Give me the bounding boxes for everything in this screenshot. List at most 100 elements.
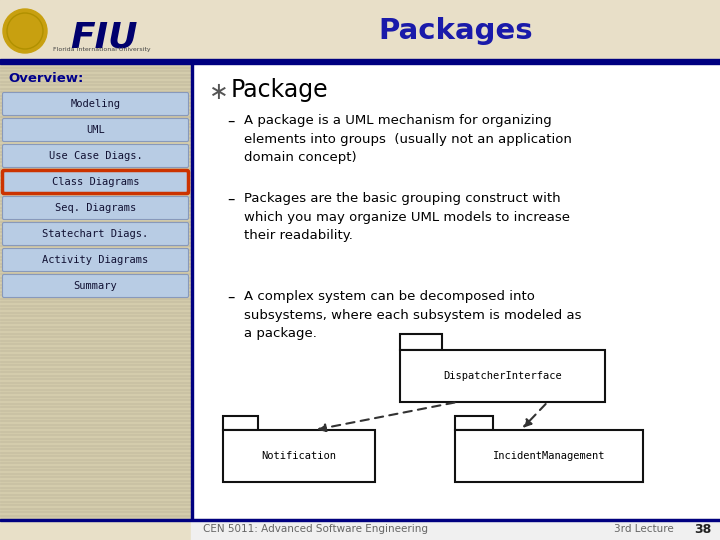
Bar — [0, 490, 191, 491]
Bar — [0, 294, 191, 295]
Bar — [0, 315, 191, 316]
Bar — [0, 472, 191, 474]
Bar — [0, 182, 191, 183]
Bar — [0, 423, 191, 424]
Bar — [0, 347, 191, 348]
FancyBboxPatch shape — [2, 92, 189, 116]
Bar — [0, 213, 191, 215]
Bar — [0, 504, 191, 505]
Circle shape — [3, 9, 47, 53]
Bar — [0, 0, 191, 1]
Bar — [0, 287, 191, 288]
Bar — [0, 480, 191, 481]
Bar — [223, 430, 375, 482]
Bar — [0, 361, 191, 362]
Text: IncidentManagement: IncidentManagement — [492, 451, 606, 461]
Bar — [0, 227, 191, 229]
Bar — [0, 91, 191, 92]
Bar — [0, 326, 191, 327]
Bar — [0, 430, 191, 431]
Text: CEN 5011: Advanced Software Engineering: CEN 5011: Advanced Software Engineering — [203, 524, 428, 535]
Bar — [0, 196, 191, 197]
Bar — [0, 381, 191, 383]
Bar — [0, 35, 191, 36]
Bar — [0, 7, 191, 8]
Bar — [0, 444, 191, 445]
Bar — [455, 430, 643, 482]
Bar — [0, 336, 191, 337]
Bar — [0, 501, 191, 502]
Bar — [0, 168, 191, 169]
Polygon shape — [223, 416, 258, 430]
Bar — [0, 147, 191, 148]
FancyBboxPatch shape — [2, 274, 189, 298]
Bar — [400, 350, 605, 402]
Bar — [0, 203, 191, 204]
Bar — [0, 179, 191, 180]
Bar — [0, 217, 191, 218]
Bar — [0, 38, 191, 40]
Bar — [0, 388, 191, 390]
Bar — [0, 109, 191, 110]
Bar — [0, 406, 191, 407]
Bar — [0, 399, 191, 400]
Bar — [0, 49, 191, 50]
Bar — [0, 112, 191, 113]
FancyBboxPatch shape — [2, 248, 189, 272]
Bar — [0, 0, 191, 540]
Bar — [0, 437, 191, 438]
Bar — [0, 105, 191, 106]
Bar — [0, 123, 191, 124]
Text: A package is a UML mechanism for organizing
elements into groups  (usually not a: A package is a UML mechanism for organiz… — [244, 114, 572, 164]
Bar — [0, 165, 191, 166]
Bar — [0, 522, 191, 523]
Bar — [0, 312, 191, 313]
FancyBboxPatch shape — [2, 197, 189, 219]
Bar — [0, 497, 191, 498]
Bar — [0, 469, 191, 470]
Bar — [0, 441, 191, 442]
Bar — [0, 465, 191, 467]
Bar — [0, 322, 191, 323]
Text: Package: Package — [231, 78, 328, 102]
FancyBboxPatch shape — [2, 222, 189, 246]
Bar — [0, 462, 191, 463]
Bar — [0, 413, 191, 414]
Text: Seq. Diagrams: Seq. Diagrams — [55, 203, 136, 213]
Bar — [0, 52, 191, 53]
Bar — [0, 231, 191, 232]
Bar — [0, 357, 191, 358]
Text: Notification: Notification — [261, 451, 336, 461]
Bar — [0, 529, 191, 530]
Bar — [0, 158, 191, 159]
Bar — [0, 24, 191, 26]
Bar — [0, 21, 191, 22]
Bar — [0, 154, 191, 155]
Text: Packages are the basic grouping construct with
which you may organize UML models: Packages are the basic grouping construc… — [244, 192, 570, 242]
Bar — [0, 248, 191, 249]
Bar — [0, 59, 191, 60]
Text: 3rd Lecture: 3rd Lecture — [614, 524, 674, 535]
Bar — [0, 87, 191, 89]
Bar — [0, 511, 191, 512]
Text: A complex system can be decomposed into
subsystems, where each subsystem is mode: A complex system can be decomposed into … — [244, 290, 582, 340]
Text: –: – — [227, 192, 235, 207]
Bar — [0, 364, 191, 365]
Bar — [0, 284, 191, 285]
Bar — [0, 224, 191, 225]
Bar — [191, 519, 720, 540]
Bar — [0, 409, 191, 411]
Text: Summary: Summary — [73, 281, 117, 291]
Bar — [0, 276, 191, 278]
Bar — [0, 518, 191, 519]
Bar — [0, 31, 191, 33]
Bar — [0, 73, 191, 75]
Bar — [0, 252, 191, 253]
Bar — [0, 333, 191, 334]
Bar — [0, 368, 191, 369]
Bar — [0, 172, 191, 173]
Bar — [0, 119, 191, 120]
Bar — [0, 354, 191, 355]
Text: Packages: Packages — [378, 17, 533, 45]
Bar — [0, 130, 191, 131]
